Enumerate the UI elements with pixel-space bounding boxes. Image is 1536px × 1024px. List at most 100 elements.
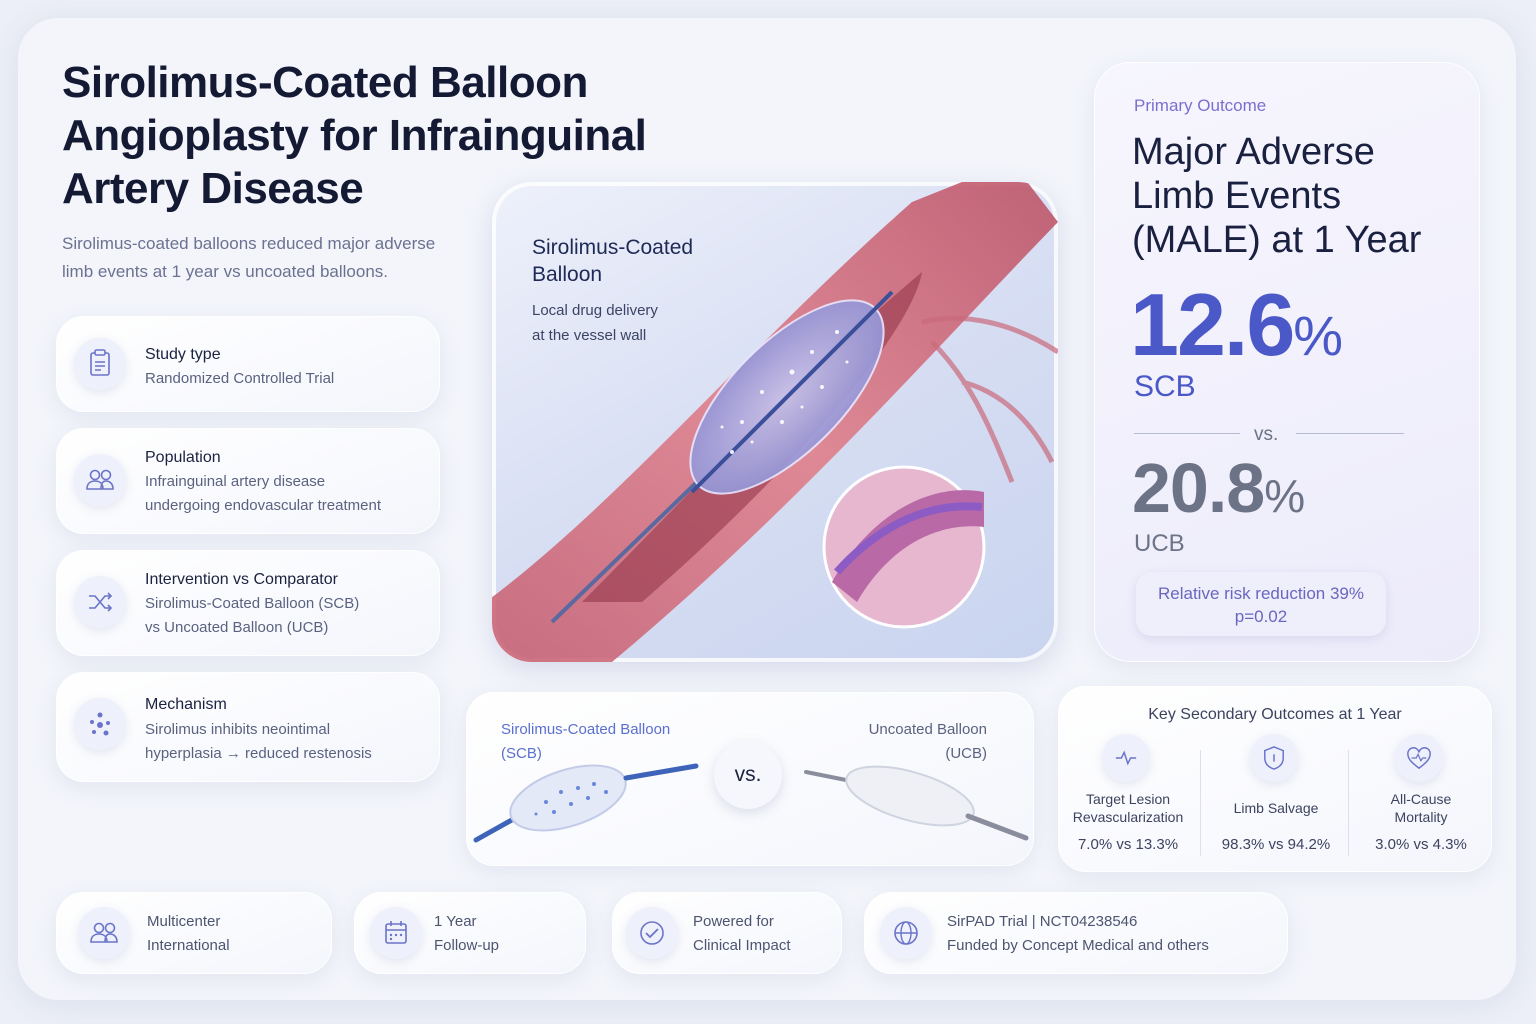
- text-line: Follow-up: [434, 937, 500, 954]
- footer-card: Multicenter International: [56, 892, 332, 974]
- text-line: Mortality: [1394, 809, 1448, 825]
- outcome-result: 3.0% vs 4.3%: [1375, 836, 1467, 853]
- text-line: Relative risk reduction 39%: [1158, 584, 1364, 603]
- ucb-label: UCB: [1134, 530, 1185, 557]
- text-line: Sirolimus-Coated: [532, 236, 694, 259]
- icon: [1102, 734, 1150, 782]
- subtitle: Sirolimus-coated balloons reduced major …: [62, 230, 435, 286]
- text-line: Sirolimus-Coated Balloon: [501, 721, 671, 738]
- footer-text: SirPAD Trial | NCT04238546 Funded by Conc…: [947, 910, 1209, 958]
- icon: [89, 592, 113, 612]
- footer-card: 1 Year Follow-up: [354, 892, 586, 974]
- text-line: Limb Salvage: [1233, 800, 1319, 816]
- text-line: Balloon: [532, 263, 603, 286]
- balloons: [473, 763, 1029, 843]
- fact-text: Infrainguinal artery disease undergoing e…: [145, 470, 381, 518]
- divider: [1296, 433, 1404, 434]
- text-line: Funded by Concept Medical and others: [947, 937, 1209, 954]
- fact-label: Study type: [145, 346, 221, 363]
- text-line: Infrainguinal artery disease: [145, 473, 326, 490]
- scb-label: SCB: [1134, 370, 1196, 403]
- outcome-label: Limb Salvage: [1204, 799, 1348, 817]
- fact-label: Population: [145, 449, 221, 466]
- fact-text: Randomized Controlled Trial: [145, 367, 334, 391]
- fact-label: Intervention vs Comparator: [145, 571, 338, 588]
- icon: [90, 922, 118, 943]
- vessel-illustration: [492, 182, 1058, 662]
- text-line: 1 Year: [434, 913, 477, 930]
- text-line: Uncoated Balloon: [868, 721, 987, 738]
- text-line: Local drug delivery: [532, 302, 658, 319]
- fact-label: Mechanism: [145, 696, 227, 713]
- text-line: Multicenter: [147, 913, 221, 930]
- scb-balloon-label: Sirolimus-Coated Balloon (SCB): [501, 718, 670, 766]
- ucb-unit: %: [1264, 470, 1306, 522]
- text-line: Sirolimus-Coated Balloon (SCB): [145, 595, 360, 612]
- fact-text: Sirolimus inhibits neointimal hyperplasia…: [145, 718, 372, 766]
- text-line: (SCB): [501, 745, 542, 762]
- text-line: p=0.02: [1234, 607, 1288, 626]
- text-line: (UCB): [945, 745, 987, 762]
- footer-text: Powered for Clinical Impact: [693, 910, 791, 958]
- icon-graphic: [1407, 747, 1431, 770]
- icon: [894, 921, 918, 945]
- fact-card: Intervention vs Comparator Sirolimus-Coa…: [56, 550, 440, 656]
- comparison-card: Sirolimus-Coated Balloon (SCB) vs. Uncoat…: [466, 692, 1034, 866]
- ucb-value: 20.8: [1132, 449, 1265, 527]
- outcome-result: 7.0% vs 13.3%: [1077, 836, 1179, 853]
- icon-graphic: [1264, 746, 1284, 770]
- vs-text: vs.: [1254, 424, 1279, 445]
- title: Sirolimus-Coated Balloon Angioplasty for …: [62, 56, 647, 215]
- outcome-label: Target Lesion Revascularization: [1056, 790, 1200, 826]
- eyebrow: Primary Outcome: [1134, 96, 1267, 115]
- icon: [1250, 734, 1298, 782]
- scb-value: 12.6: [1130, 275, 1295, 374]
- fact-card: Mechanism Sirolimus inhibits neointimal h…: [56, 672, 440, 782]
- footer-text: 1 Year Follow-up: [434, 910, 499, 958]
- text-line: Revascularization: [1072, 809, 1184, 825]
- text-line: limb events at 1 year vs uncoated balloo…: [62, 262, 389, 281]
- primary-heading: Major Adverse Limb Events (MALE) at 1 Year: [1132, 130, 1421, 262]
- fact-card: Population Infrainguinal artery disease u…: [56, 428, 440, 534]
- icon: [86, 469, 114, 490]
- text-line: Major Adverse: [1132, 131, 1375, 173]
- text-line: All-Cause: [1390, 791, 1452, 807]
- icon: [385, 921, 407, 944]
- outcome-result: 98.3% vs 94.2%: [1221, 836, 1331, 853]
- illustration-card: Sirolimus-Coated Balloon Local drug deliv…: [492, 182, 1058, 662]
- footer-card: Powered for Clinical Impact: [612, 892, 842, 974]
- illustration-caption: Local drug delivery at the vessel wall: [532, 298, 658, 348]
- text-line: Sirolimus inhibits neointimal: [145, 721, 331, 738]
- icon: [90, 712, 110, 736]
- footer-card: SirPAD Trial | NCT04238546 Funded by Conc…: [864, 892, 1288, 974]
- text-line: Sirolimus-Coated Balloon: [62, 58, 588, 107]
- scb-unit: %: [1293, 304, 1344, 367]
- text-line: SirPAD Trial | NCT04238546: [947, 913, 1138, 930]
- text-line: Limb Events: [1132, 175, 1342, 217]
- text-line: undergoing endovascular treatment: [145, 497, 381, 514]
- fact-card: Study type Randomized Controlled Trial: [56, 316, 440, 412]
- text-line: (MALE) at 1 Year: [1132, 219, 1422, 261]
- ucb-balloon-label: Uncoated Balloon (UCB): [869, 718, 987, 766]
- icon: [640, 921, 664, 945]
- text-line: hyperplasia → reduced restenosis: [145, 745, 372, 762]
- rrr-box: Relative risk reduction 39% p=0.02: [1136, 572, 1386, 636]
- illustration-title: Sirolimus-Coated Balloon: [532, 234, 693, 288]
- fact-text: Sirolimus-Coated Balloon (SCB) vs Uncoate…: [145, 592, 359, 640]
- text-line: Sirolimus-coated balloons reduced major …: [62, 234, 436, 253]
- text-line: at the vessel wall: [532, 327, 647, 344]
- divider: [1134, 433, 1240, 434]
- col-divider: [1200, 750, 1201, 856]
- icon-graphic: [1115, 750, 1137, 766]
- secondary-title: Key Secondary Outcomes at 1 Year: [1148, 706, 1402, 723]
- text-line: Powered for: [693, 913, 774, 930]
- icon: [1395, 734, 1443, 782]
- primary-card: Primary Outcome Major Adverse Limb Events…: [1094, 62, 1480, 662]
- text-line: Clinical Impact: [693, 937, 791, 954]
- icon: [90, 349, 110, 376]
- text-line: Target Lesion: [1085, 791, 1171, 807]
- secondary-card: Key Secondary Outcomes at 1 Year Target …: [1058, 686, 1492, 872]
- col-divider: [1348, 750, 1349, 856]
- text-line: Artery Disease: [62, 164, 364, 213]
